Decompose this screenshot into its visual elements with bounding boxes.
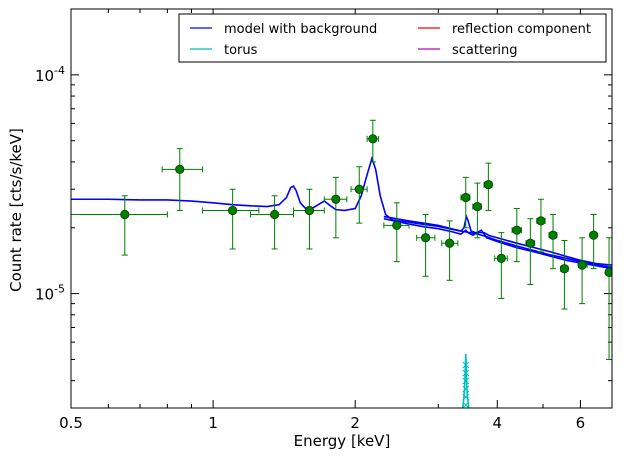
y-axis-label: Count rate [cts/s/keV] [7, 128, 25, 292]
data-point [472, 201, 482, 212]
torus-hatch [462, 377, 470, 385]
data-point [331, 194, 341, 204]
data-point [589, 230, 599, 240]
data-point [392, 220, 402, 231]
data-point [270, 209, 280, 220]
torus-hatch [462, 361, 470, 369]
data-point [525, 238, 535, 248]
data-point [421, 233, 431, 243]
model-curve [71, 155, 612, 266]
y-tick-label-base: 10 [35, 286, 54, 304]
plot-area: 0.5 1 2 4 610-510-4 [35, 8, 613, 432]
data-point [461, 192, 471, 203]
data-point [536, 216, 546, 226]
legend: model with background reflection componen… [178, 13, 607, 63]
data-point [368, 134, 378, 144]
y-tick-label-base: 10 [35, 67, 54, 85]
data-point [445, 238, 455, 248]
torus-hatch [462, 369, 470, 377]
data-point [175, 164, 185, 174]
data-point [559, 264, 570, 274]
legend-label: reflection component [452, 22, 591, 37]
plot-frame [70, 8, 613, 409]
x-tick-label: 1 [208, 414, 218, 432]
data-point [228, 205, 238, 216]
legend-label: model with background [224, 22, 377, 37]
data-point [354, 184, 364, 194]
model-curve [461, 353, 470, 408]
torus-hatch [462, 393, 470, 401]
legend-label: torus [224, 43, 258, 58]
y-tick-label: 10-5 [35, 283, 65, 304]
x-tick-label: 6 [576, 414, 586, 432]
y-tick-label-exponent: -5 [54, 283, 65, 296]
legend-box [178, 13, 607, 63]
data-point [496, 253, 506, 263]
x-axis-label: Energy [keV] [294, 432, 391, 450]
model-curve [383, 215, 612, 269]
x-tick-label: 2 [350, 414, 360, 432]
data-point [604, 267, 612, 278]
torus-hatch [462, 385, 470, 393]
torus-hatch [462, 401, 470, 408]
data-point [512, 225, 522, 235]
y-tick-label-exponent: -4 [54, 64, 65, 77]
data-point [304, 205, 315, 216]
data-point [548, 230, 558, 240]
x-tick-label: 4 [493, 414, 503, 432]
data-point [577, 260, 587, 270]
plot-data-group [71, 119, 612, 408]
legend-label: scattering [452, 43, 518, 58]
model-curve [383, 217, 612, 270]
y-tick-label: 10-4 [35, 64, 65, 85]
data-point [120, 209, 130, 220]
x-tick-label: 0.5 [59, 414, 83, 432]
data-point [483, 180, 493, 190]
